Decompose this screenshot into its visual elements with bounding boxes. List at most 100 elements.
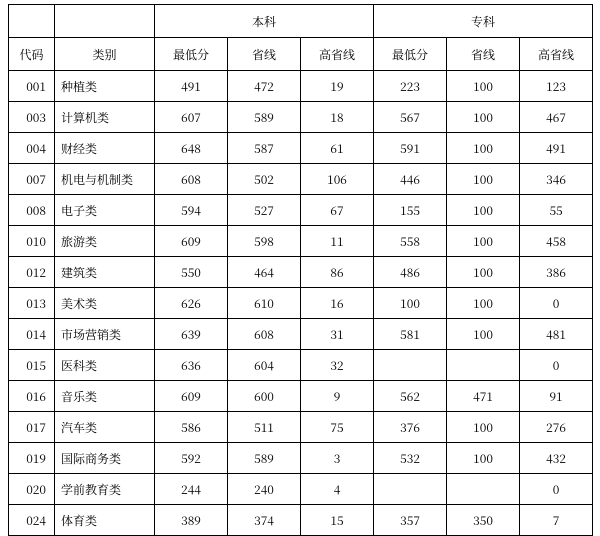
cell-category: 音乐类 bbox=[55, 381, 155, 412]
cell-z-min: 155 bbox=[374, 195, 447, 226]
col-code: 代码 bbox=[9, 38, 55, 71]
cell-z-above: 346 bbox=[520, 164, 593, 195]
cell-z-above: 467 bbox=[520, 102, 593, 133]
cell-z-min: 562 bbox=[374, 381, 447, 412]
header-group-zhuanke: 专科 bbox=[374, 5, 593, 38]
cell-b-min: 592 bbox=[155, 443, 228, 474]
cell-b-min: 636 bbox=[155, 350, 228, 381]
cell-b-min: 607 bbox=[155, 102, 228, 133]
cell-category: 电子类 bbox=[55, 195, 155, 226]
cell-z-min: 223 bbox=[374, 71, 447, 102]
header-blank-2 bbox=[55, 5, 155, 38]
table-row: 003计算机类60758918567100467 bbox=[9, 102, 593, 133]
cell-b-above: 4 bbox=[301, 474, 374, 505]
table-row: 010旅游类60959811558100458 bbox=[9, 226, 593, 257]
cell-z-min bbox=[374, 350, 447, 381]
cell-code: 013 bbox=[9, 288, 55, 319]
cell-b-line: 598 bbox=[228, 226, 301, 257]
cell-b-above: 15 bbox=[301, 505, 374, 536]
cell-category: 医科类 bbox=[55, 350, 155, 381]
cell-z-above: 386 bbox=[520, 257, 593, 288]
cell-z-above: 432 bbox=[520, 443, 593, 474]
cell-category: 体育类 bbox=[55, 505, 155, 536]
cell-z-min: 376 bbox=[374, 412, 447, 443]
table-body: 001种植类49147219223100123003计算机类6075891856… bbox=[9, 71, 593, 536]
cell-b-line: 589 bbox=[228, 443, 301, 474]
table-row: 020学前教育类24424040 bbox=[9, 474, 593, 505]
cell-z-line: 100 bbox=[447, 102, 520, 133]
cell-b-above: 86 bbox=[301, 257, 374, 288]
cell-category: 财经类 bbox=[55, 133, 155, 164]
cell-z-line bbox=[447, 350, 520, 381]
cell-b-above: 11 bbox=[301, 226, 374, 257]
cell-z-line: 100 bbox=[447, 288, 520, 319]
cell-b-line: 608 bbox=[228, 319, 301, 350]
table-row: 014市场营销类63960831581100481 bbox=[9, 319, 593, 350]
cell-b-min: 609 bbox=[155, 226, 228, 257]
cell-category: 学前教育类 bbox=[55, 474, 155, 505]
cell-b-line: 374 bbox=[228, 505, 301, 536]
cell-code: 024 bbox=[9, 505, 55, 536]
header-group-benke: 本科 bbox=[155, 5, 374, 38]
cell-z-min: 567 bbox=[374, 102, 447, 133]
header-row-groups: 本科 专科 bbox=[9, 5, 593, 38]
cell-b-line: 464 bbox=[228, 257, 301, 288]
cell-category: 种植类 bbox=[55, 71, 155, 102]
col-z-line: 省线 bbox=[447, 38, 520, 71]
cell-b-min: 609 bbox=[155, 381, 228, 412]
cell-z-line: 100 bbox=[447, 71, 520, 102]
cell-code: 017 bbox=[9, 412, 55, 443]
col-z-min: 最低分 bbox=[374, 38, 447, 71]
col-z-above: 高省线 bbox=[520, 38, 593, 71]
cell-b-above: 3 bbox=[301, 443, 374, 474]
cell-code: 008 bbox=[9, 195, 55, 226]
cell-z-line: 100 bbox=[447, 133, 520, 164]
score-table: 本科 专科 代码 类别 最低分 省线 高省线 最低分 省线 高省线 001种植类… bbox=[8, 4, 593, 536]
cell-z-min bbox=[374, 474, 447, 505]
cell-b-min: 648 bbox=[155, 133, 228, 164]
table-row: 012建筑类55046486486100386 bbox=[9, 257, 593, 288]
cell-z-min: 532 bbox=[374, 443, 447, 474]
cell-b-min: 626 bbox=[155, 288, 228, 319]
header-blank-1 bbox=[9, 5, 55, 38]
cell-code: 015 bbox=[9, 350, 55, 381]
cell-b-line: 587 bbox=[228, 133, 301, 164]
cell-code: 004 bbox=[9, 133, 55, 164]
cell-b-above: 19 bbox=[301, 71, 374, 102]
cell-b-line: 600 bbox=[228, 381, 301, 412]
col-b-above: 高省线 bbox=[301, 38, 374, 71]
cell-code: 020 bbox=[9, 474, 55, 505]
cell-category: 计算机类 bbox=[55, 102, 155, 133]
cell-z-above: 7 bbox=[520, 505, 593, 536]
col-b-min: 最低分 bbox=[155, 38, 228, 71]
cell-b-above: 75 bbox=[301, 412, 374, 443]
table-row: 015医科类636604320 bbox=[9, 350, 593, 381]
cell-b-line: 511 bbox=[228, 412, 301, 443]
cell-z-line: 100 bbox=[447, 319, 520, 350]
cell-code: 016 bbox=[9, 381, 55, 412]
cell-z-above: 0 bbox=[520, 350, 593, 381]
cell-z-above: 276 bbox=[520, 412, 593, 443]
cell-b-line: 472 bbox=[228, 71, 301, 102]
cell-z-above: 55 bbox=[520, 195, 593, 226]
cell-category: 汽车类 bbox=[55, 412, 155, 443]
cell-b-above: 67 bbox=[301, 195, 374, 226]
cell-code: 001 bbox=[9, 71, 55, 102]
cell-z-line: 350 bbox=[447, 505, 520, 536]
cell-b-line: 604 bbox=[228, 350, 301, 381]
cell-z-min: 591 bbox=[374, 133, 447, 164]
table-row: 019国际商务类5925893532100432 bbox=[9, 443, 593, 474]
cell-b-above: 16 bbox=[301, 288, 374, 319]
cell-b-above: 106 bbox=[301, 164, 374, 195]
cell-category: 市场营销类 bbox=[55, 319, 155, 350]
cell-code: 014 bbox=[9, 319, 55, 350]
cell-category: 建筑类 bbox=[55, 257, 155, 288]
cell-b-line: 240 bbox=[228, 474, 301, 505]
cell-b-min: 389 bbox=[155, 505, 228, 536]
cell-category: 旅游类 bbox=[55, 226, 155, 257]
cell-b-above: 9 bbox=[301, 381, 374, 412]
cell-b-min: 639 bbox=[155, 319, 228, 350]
cell-z-min: 486 bbox=[374, 257, 447, 288]
cell-z-above: 91 bbox=[520, 381, 593, 412]
table-row: 008电子类5945276715510055 bbox=[9, 195, 593, 226]
